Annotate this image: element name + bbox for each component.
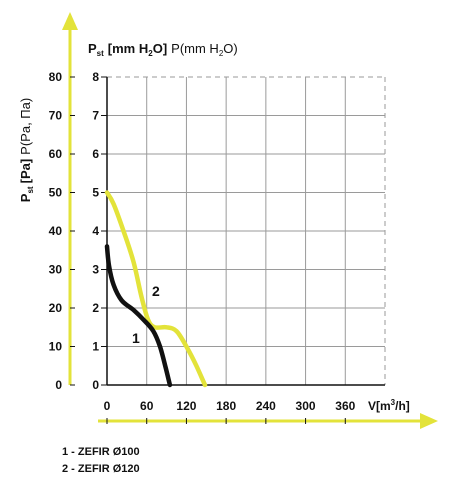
y-left-tick-label: 50 bbox=[49, 186, 63, 200]
legend-item-2: 2 - ZEFIR Ø120 bbox=[62, 463, 140, 475]
series bbox=[104, 190, 208, 388]
y-inner-tick-label: 2 bbox=[92, 301, 99, 315]
x-tick-label: 180 bbox=[216, 399, 236, 413]
y-inner-tick-label: 1 bbox=[92, 340, 99, 354]
axes bbox=[62, 12, 438, 429]
curve-label-1: 1 bbox=[132, 330, 140, 346]
x-axis-title: V[m3/h] bbox=[368, 398, 410, 413]
y-inner-tick-label: 7 bbox=[92, 109, 99, 123]
y-left-tick-label: 70 bbox=[49, 109, 63, 123]
y-left-tick-label: 30 bbox=[49, 263, 63, 277]
y-axis-left-arrow bbox=[62, 12, 78, 30]
x-axis-arrow bbox=[420, 413, 438, 429]
y-inner-tick-label: 0 bbox=[92, 378, 99, 392]
x-tick-label: 240 bbox=[256, 399, 276, 413]
curve-label-2: 2 bbox=[152, 283, 160, 299]
x-tick-label: 360 bbox=[335, 399, 355, 413]
y-left-tick-label: 20 bbox=[49, 301, 63, 315]
grid bbox=[107, 76, 386, 385]
y-inner-tick-label: 8 bbox=[92, 70, 99, 84]
x-tick-label: 60 bbox=[140, 399, 154, 413]
y-inner-tick-label: 3 bbox=[92, 263, 99, 277]
y-inner-tick-label: 4 bbox=[92, 224, 99, 238]
y-left-tick-label: 60 bbox=[49, 147, 63, 161]
x-tick-label: 0 bbox=[104, 399, 111, 413]
y-axis-right-title: Pst [mm H2O] P(mm H2O) bbox=[88, 41, 238, 58]
y-left-tick-label: 40 bbox=[49, 224, 63, 238]
y-axis-left-title: Pst[Pa]P(Pa, Па) bbox=[18, 98, 35, 202]
legend-item-1: 1 - ZEFIR Ø100 bbox=[62, 446, 140, 458]
x-tick-label: 300 bbox=[296, 399, 316, 413]
series-line-1 bbox=[104, 244, 173, 388]
y-left-tick-label: 0 bbox=[55, 378, 62, 392]
y-inner-tick-label: 5 bbox=[92, 186, 99, 200]
y-left-tick-label: 80 bbox=[49, 70, 63, 84]
y-inner-tick-label: 6 bbox=[92, 147, 99, 161]
y-left-tick-label: 10 bbox=[49, 340, 63, 354]
x-tick-label: 120 bbox=[176, 399, 196, 413]
